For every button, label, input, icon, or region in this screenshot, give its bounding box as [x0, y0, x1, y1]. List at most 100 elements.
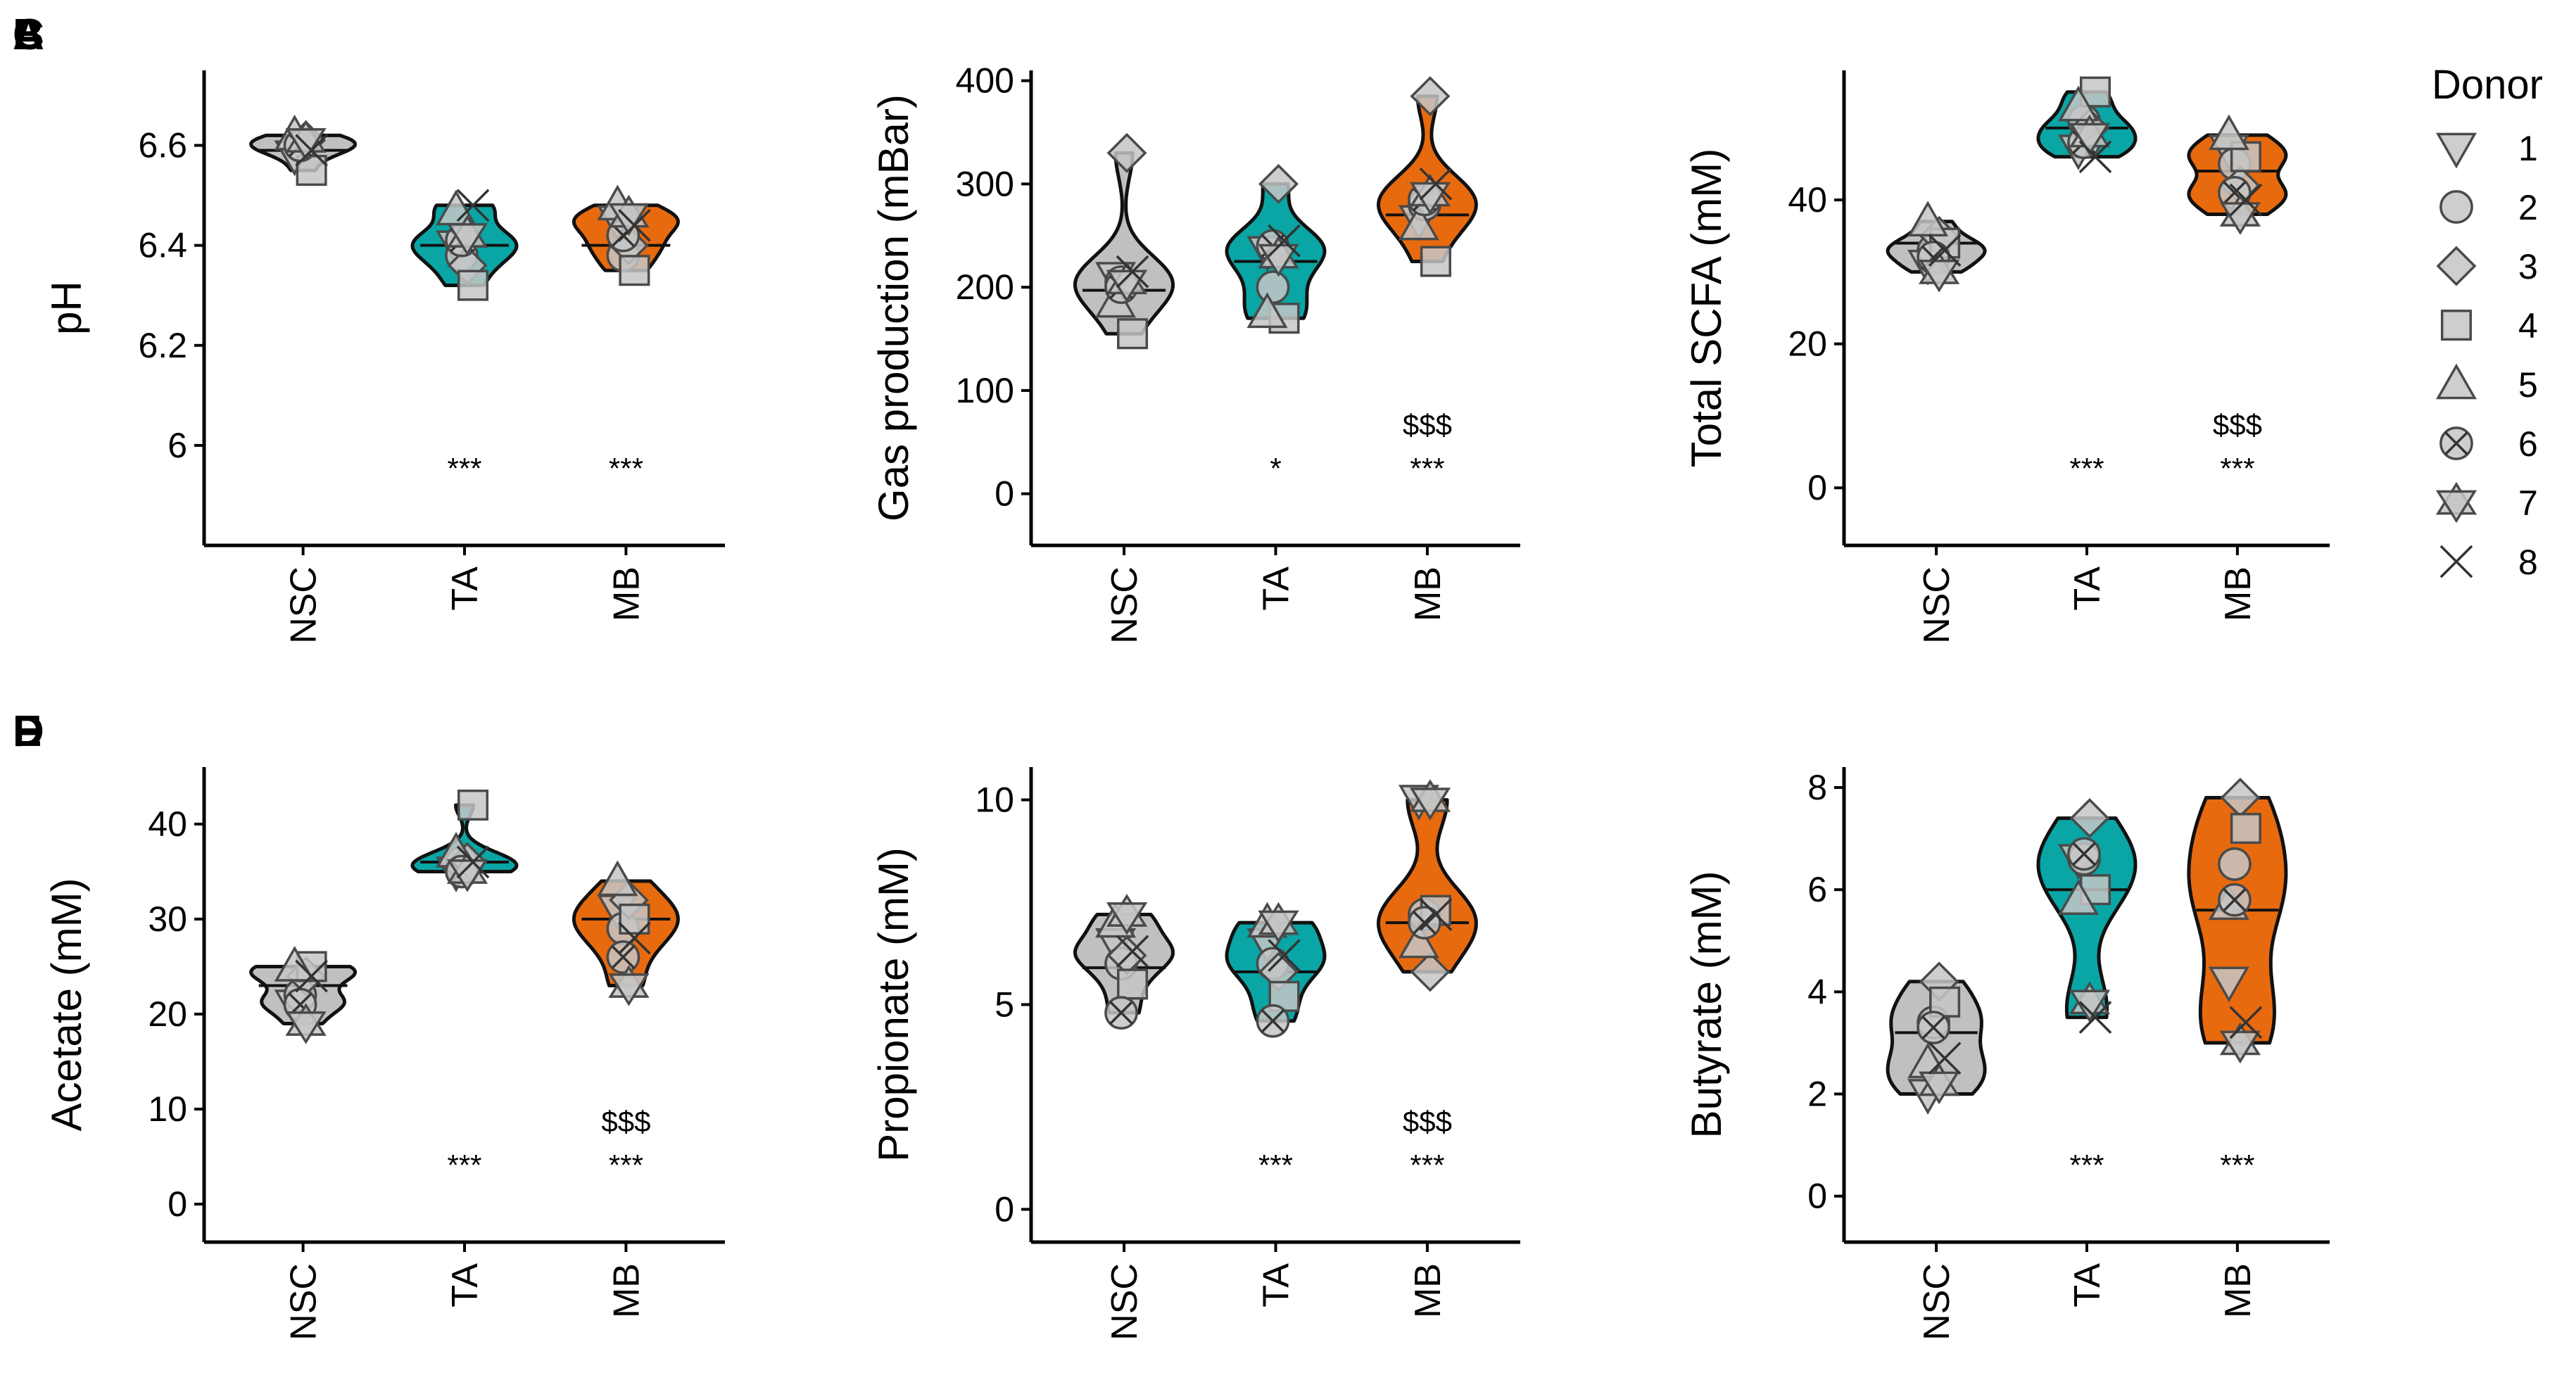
donor-point-7	[1106, 894, 1148, 935]
panel-b: B 0 100 200 300 400 Gas production (mBar) NSC TA…	[13, 11, 1520, 644]
significance-label: ***	[447, 1149, 481, 1182]
donor-point-7	[2069, 114, 2111, 156]
donor-point-7	[1258, 901, 1299, 944]
y-tick-label: 6	[1807, 870, 1827, 909]
donor-point-4	[1117, 968, 1149, 1000]
violin-group-ta: TA *	[1225, 163, 1327, 611]
donor-point-8	[2078, 140, 2112, 174]
donor-point-1	[2208, 966, 2249, 1003]
legend-item-7: 7	[2435, 481, 2538, 524]
significance-label: ***	[1258, 1149, 1293, 1182]
x-tick-label: NSC	[1917, 567, 1957, 644]
x-tick-label: NSC	[1104, 1263, 1145, 1341]
legend: Donor 1 2 3 4 5 6 7 8	[2432, 62, 2543, 582]
legend-label: 7	[2518, 483, 2538, 523]
x-tick-label: MB	[2218, 567, 2259, 621]
legend-label: 1	[2518, 129, 2538, 168]
violin-group-mb: MB ***	[572, 184, 680, 621]
x-tick-label: TA	[445, 1263, 486, 1308]
y-axis-title: Butyrate (mM)	[1683, 871, 1730, 1138]
donor-point-6	[2218, 882, 2252, 917]
donor-point-5	[2057, 879, 2100, 915]
y-tick-label: 100	[956, 371, 1014, 410]
donor-point-8	[1419, 167, 1453, 201]
significance-label: $$$	[2213, 408, 2262, 441]
significance-label: ***	[2069, 1149, 2104, 1182]
donor-point-7	[2219, 1022, 2261, 1064]
x-tick-label: TA	[1256, 1263, 1297, 1308]
y-tick-label: 4	[1807, 972, 1827, 1011]
legend-item-3: 3	[2436, 246, 2538, 286]
y-tick-label: 20	[148, 994, 187, 1034]
y-axis-title: Acetate (mM)	[43, 878, 90, 1131]
donor-point-6	[1408, 906, 1441, 939]
donor-point-8	[1928, 1042, 1962, 1075]
significance-label: ***	[1410, 452, 1444, 485]
violin-group-mb: MB *** $$$	[2187, 114, 2288, 621]
panel-a: A 6 6.2 6.4 6.6 pH NSC TA *** MB ***	[13, 11, 725, 644]
legend-label: 4	[2518, 306, 2538, 346]
y-tick-label: 400	[956, 61, 1014, 101]
violin-group-mb: MB *** $$$	[1377, 779, 1478, 1318]
x-tick-label: MB	[1408, 567, 1448, 621]
donor-point-8	[295, 134, 328, 167]
significance-label: ***	[609, 1149, 643, 1182]
panel-letter: E	[13, 707, 42, 756]
violin-body	[2187, 796, 2288, 1045]
donor-point-7	[1409, 779, 1451, 821]
violin-group-mb: MB *** $$$	[1377, 76, 1478, 621]
donor-point-2	[1256, 270, 1290, 305]
donor-point-4	[457, 270, 489, 301]
donor-point-6	[1256, 1004, 1290, 1038]
legend-label: 5	[2518, 365, 2538, 405]
y-axis-title: Gas production (mBar)	[870, 94, 917, 521]
y-tick-label: 200	[956, 267, 1014, 307]
legend-item-8: 8	[2439, 543, 2538, 582]
donor-point-8	[1116, 935, 1149, 968]
violin-group-nsc: NSC	[249, 945, 358, 1341]
donor-point-4	[457, 789, 489, 821]
donor-point-5	[1398, 204, 1439, 241]
significance-label: ***	[609, 452, 643, 485]
donor-point-7	[285, 1003, 327, 1044]
violin-group-nsc: NSC	[1886, 961, 1987, 1341]
donor-point-8	[618, 921, 651, 955]
panel-letter: F	[13, 707, 39, 756]
y-tick-label: 5	[995, 985, 1014, 1025]
x-tick-label: NSC	[284, 567, 324, 644]
legend-label: 3	[2518, 247, 2538, 286]
donor-point-5	[2057, 85, 2100, 122]
donor-point-5	[2208, 114, 2249, 151]
donor-point-7	[608, 965, 650, 1006]
donor-point-7	[1918, 251, 1960, 293]
donor-point-5	[1907, 201, 1949, 237]
legend-label: 6	[2518, 424, 2538, 464]
y-tick-label: 40	[1788, 180, 1827, 220]
y-tick-label: 0	[1807, 1177, 1827, 1216]
donor-point-4	[1420, 246, 1451, 277]
y-tick-label: 6.6	[138, 126, 187, 165]
y-tick-label: 0	[995, 1189, 1014, 1229]
violin-body	[2036, 816, 2138, 1020]
donor-point-7	[446, 215, 488, 256]
significance-label: *	[1270, 452, 1281, 485]
legend-marker-diamond	[2436, 246, 2477, 286]
legend-item-5: 5	[2435, 363, 2538, 405]
donor-point-3	[1258, 163, 1299, 204]
donor-point-8	[1268, 224, 1301, 258]
violin-group-ta: TA ***	[2036, 798, 2138, 1308]
legend-marker-circle-x	[2439, 426, 2473, 460]
y-tick-label: 6	[168, 426, 187, 465]
donor-point-5	[274, 945, 315, 982]
donor-point-3	[1410, 951, 1451, 992]
violin-group-nsc: NSC	[1073, 132, 1175, 644]
y-axis-title: pH	[43, 281, 90, 335]
significance-label: ***	[2220, 1149, 2254, 1182]
donor-point-4	[619, 255, 650, 286]
x-tick-label: NSC	[1104, 567, 1145, 644]
y-tick-label: 20	[1788, 324, 1827, 364]
y-tick-label: 0	[995, 474, 1014, 514]
donor-point-8	[295, 959, 328, 993]
